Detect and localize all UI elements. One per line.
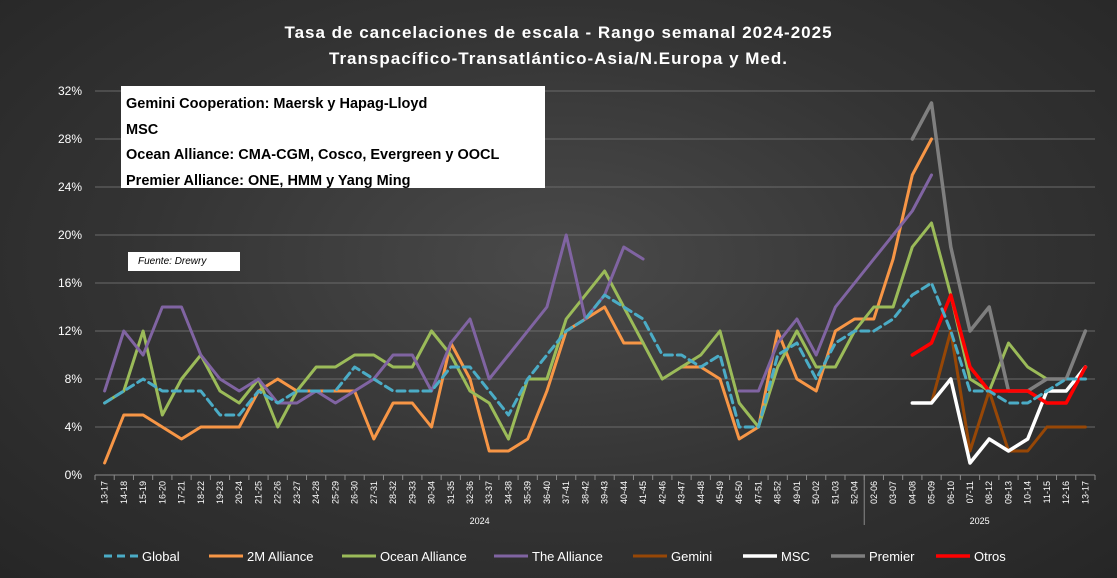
- x-tick-label: 29-33: [407, 481, 417, 504]
- x-tick-label: 20-24: [234, 481, 244, 504]
- x-tick-label: 24-28: [311, 481, 321, 504]
- x-tick-label: 11-15: [1042, 481, 1052, 503]
- legend-label-msc: MSC: [781, 549, 810, 564]
- legend: Global 2M Alliance Ocean Alliance The Allia…: [104, 549, 1006, 564]
- x-tick-label: 02-06: [869, 481, 879, 504]
- legend-label-otros: Otros: [974, 549, 1006, 564]
- y-tick-label: 24%: [58, 180, 82, 194]
- y-tick-label: 28%: [58, 132, 82, 146]
- x-tick-label: 51-03: [830, 481, 840, 504]
- x-tick-label: 06-10: [946, 481, 956, 504]
- x-tick-label: 07-11: [965, 481, 975, 503]
- x-tick-label: 42-46: [657, 481, 667, 504]
- legend-label-premier: Premier: [869, 549, 915, 564]
- x-tick-label: 33-37: [484, 481, 494, 504]
- source-note: Fuente: Drewry: [128, 252, 240, 271]
- year-label-2024: 2024: [470, 516, 490, 526]
- x-tick-label: 37-41: [561, 481, 571, 504]
- y-tick-label: 0%: [65, 468, 83, 482]
- x-tick-label: 47-51: [753, 481, 763, 504]
- series-line-ocean-alliance: [103, 221, 1087, 441]
- year-label-2025: 2025: [970, 516, 990, 526]
- x-tick-label: 35-39: [523, 481, 533, 504]
- x-tick-label: 03-07: [888, 481, 898, 504]
- x-tick-label: 41-45: [638, 481, 648, 504]
- annotation-line-ocean: Ocean Alliance: CMA-CGM, Cosco, Evergree…: [126, 147, 500, 163]
- x-tick-label: 10-14: [1023, 481, 1033, 504]
- x-tick-label: 40-44: [619, 481, 629, 504]
- x-tick-label: 14-18: [119, 481, 129, 504]
- annotation-line-gemini: Gemini Cooperation: Maersk y Hapag-Lloyd: [126, 96, 428, 112]
- x-tick-label: 17-21: [177, 481, 187, 504]
- series-line-2m-alliance: [680, 137, 933, 441]
- annotation-line-premier: Premier Alliance: ONE, HMM y Yang Ming: [126, 172, 411, 189]
- y-tick-label: 12%: [58, 324, 82, 338]
- x-tick-label: 28-32: [388, 481, 398, 504]
- x-tick-label: 43-47: [677, 481, 687, 504]
- x-tick-label: 05-09: [927, 481, 937, 504]
- x-tick-label: 52-04: [850, 481, 860, 504]
- x-tick-label: 45-49: [715, 481, 725, 504]
- x-tick-label: 49-01: [792, 481, 802, 504]
- x-tick-label: 27-31: [369, 481, 379, 504]
- y-tick-label: 4%: [65, 420, 83, 434]
- legend-label-gemini: Gemini: [671, 549, 712, 564]
- y-axis: 0% 4% 8% 12% 16% 20% 24% 28% 32%: [58, 84, 82, 482]
- x-tick-label: 46-50: [734, 481, 744, 504]
- x-tick-label: 13-17: [100, 481, 110, 504]
- x-tick-label: 13-17: [1080, 481, 1090, 504]
- x-tick-label: 12-16: [1061, 481, 1071, 504]
- legend-label-ocean-alliance: Ocean Alliance: [380, 549, 467, 564]
- x-tick-label: 32-36: [465, 481, 475, 504]
- x-tick-label: 36-40: [542, 481, 552, 504]
- series-line-the-alliance: [737, 173, 933, 393]
- x-tick-label: 21-25: [253, 481, 263, 504]
- x-tick-label: 15-19: [138, 481, 148, 504]
- y-tick-label: 16%: [58, 276, 82, 290]
- x-tick-label: 23-27: [292, 481, 302, 504]
- y-tick-label: 20%: [58, 228, 82, 242]
- x-tick-label: 18-22: [196, 481, 206, 504]
- x-tick-label: 34-38: [503, 481, 513, 504]
- x-tick-label: 09-13: [1003, 481, 1013, 504]
- chart-subtitle: Transpacífico-Transatlántico-Asia/N.Euro…: [329, 49, 788, 68]
- series-line-global: [103, 281, 1087, 429]
- x-tick-label: 16-20: [157, 481, 167, 504]
- x-tick-label: 38-42: [580, 481, 590, 504]
- legend-label-global: Global: [142, 549, 180, 564]
- annotation-line-msc: MSC: [126, 121, 159, 138]
- y-tick-label: 32%: [58, 84, 82, 98]
- x-tick-label: 08-12: [984, 481, 994, 504]
- x-tick-label: 48-52: [773, 481, 783, 504]
- legend-label-2m-alliance: 2M Alliance: [247, 549, 313, 564]
- x-tick-label: 39-43: [600, 481, 610, 504]
- annotation-box: Gemini Cooperation: Maersk y Hapag-Lloyd…: [121, 86, 545, 189]
- x-tick-label: 31-35: [446, 481, 456, 504]
- x-tick-label: 50-02: [811, 481, 821, 504]
- legend-label-the-alliance: The Alliance: [532, 549, 603, 564]
- x-tick-label: 04-08: [907, 481, 917, 504]
- x-tick-label: 25-29: [330, 481, 340, 504]
- x-tick-label: 22-26: [273, 481, 283, 504]
- x-tick-label: 26-30: [350, 481, 360, 504]
- x-axis: 13-17 14-18 15-19 16-20 17-21 18-22 19-23 20-24…: [94, 474, 1096, 526]
- series-line-premier: [910, 101, 1088, 393]
- x-tick-label: 19-23: [215, 481, 225, 504]
- x-tick-label: 30-34: [427, 481, 437, 504]
- series-line-msc: [910, 365, 1088, 465]
- y-tick-label: 8%: [65, 372, 83, 386]
- chart-title: Tasa de cancelaciones de escala - Rango …: [284, 23, 833, 42]
- series-line-2m-alliance: [103, 305, 645, 465]
- series-line-otros: [910, 293, 1088, 405]
- series-lines: [103, 101, 1088, 465]
- x-tick-label: 44-48: [696, 481, 706, 504]
